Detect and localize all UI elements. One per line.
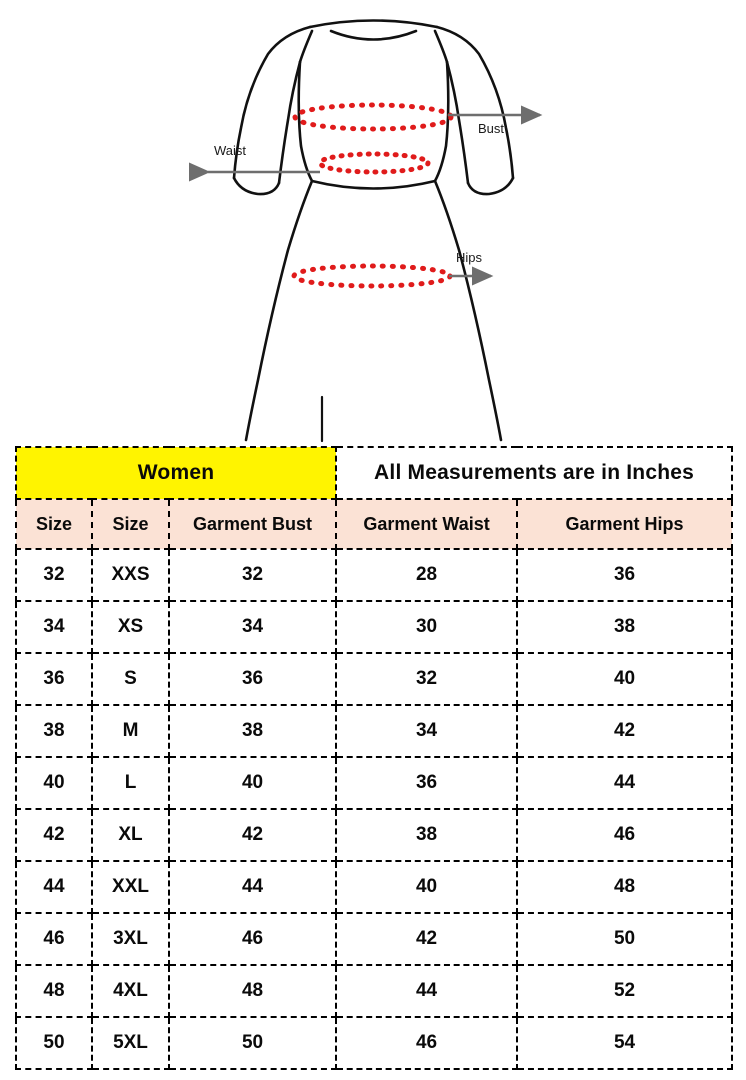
cell-garment-waist: 42 xyxy=(335,912,519,966)
cell-garment-bust: 40 xyxy=(167,756,338,810)
hips-measure-ellipse xyxy=(291,263,453,289)
cell-size-numeric: 38 xyxy=(15,704,93,758)
table-row: 48 4XL 48 44 52 xyxy=(15,964,734,1018)
column-header-size-numeric: Size xyxy=(15,498,93,550)
column-header-garment-waist: Garment Waist xyxy=(335,498,519,550)
size-chart-table-container: Women All Measurements are in Inches Siz… xyxy=(14,446,734,1070)
cell-garment-waist: 36 xyxy=(335,756,519,810)
group-label-cell: Women xyxy=(14,446,338,500)
cell-size-alpha: 3XL xyxy=(91,912,170,966)
cell-size-numeric: 50 xyxy=(15,1016,93,1070)
cell-garment-hips: 50 xyxy=(516,912,734,966)
cell-garment-waist: 34 xyxy=(335,704,519,758)
cell-garment-hips: 46 xyxy=(516,808,734,862)
table-row: 42 XL 42 38 46 xyxy=(15,808,734,862)
waist-label: Waist xyxy=(214,143,246,158)
cell-garment-hips: 38 xyxy=(516,600,734,654)
bust-measure-ellipse xyxy=(292,102,454,132)
cell-garment-bust: 38 xyxy=(167,704,338,758)
waist-measure-ellipse xyxy=(317,151,431,175)
cell-garment-bust: 44 xyxy=(167,860,338,914)
cell-garment-hips: 54 xyxy=(516,1016,734,1070)
column-header-garment-bust: Garment Bust xyxy=(167,498,338,550)
cell-garment-hips: 36 xyxy=(516,548,734,602)
cell-garment-waist: 40 xyxy=(335,860,519,914)
table-row: 38 M 38 34 42 xyxy=(15,704,734,758)
cell-size-numeric: 34 xyxy=(15,600,93,654)
column-header-garment-hips: Garment Hips xyxy=(516,498,734,550)
cell-size-numeric: 48 xyxy=(15,964,93,1018)
cell-garment-hips: 52 xyxy=(516,964,734,1018)
bust-label: Bust xyxy=(478,121,504,136)
cell-size-alpha: L xyxy=(91,756,170,810)
table-row: 34 XS 34 30 38 xyxy=(15,600,734,654)
table-row: 44 XXL 44 40 48 xyxy=(15,860,734,914)
units-label-cell: All Measurements are in Inches xyxy=(335,446,734,500)
table-row: 32 XXS 32 28 36 xyxy=(15,548,734,602)
cell-size-numeric: 46 xyxy=(15,912,93,966)
cell-size-alpha: M xyxy=(91,704,170,758)
cell-garment-bust: 48 xyxy=(167,964,338,1018)
table-row: 40 L 40 36 44 xyxy=(15,756,734,810)
cell-size-numeric: 32 xyxy=(15,548,93,602)
cell-garment-waist: 32 xyxy=(335,652,519,706)
cell-size-alpha: XS xyxy=(91,600,170,654)
cell-garment-bust: 32 xyxy=(167,548,338,602)
cell-size-numeric: 36 xyxy=(15,652,93,706)
table-title-row: Women All Measurements are in Inches xyxy=(14,446,734,500)
cell-garment-waist: 28 xyxy=(335,548,519,602)
cell-size-numeric: 40 xyxy=(15,756,93,810)
cell-size-alpha: 5XL xyxy=(91,1016,170,1070)
hips-label: Hips xyxy=(456,250,483,265)
cell-garment-hips: 44 xyxy=(516,756,734,810)
table-row: 36 S 36 32 40 xyxy=(15,652,734,706)
cell-garment-hips: 42 xyxy=(516,704,734,758)
cell-garment-hips: 48 xyxy=(516,860,734,914)
cell-size-alpha: S xyxy=(91,652,170,706)
cell-size-numeric: 42 xyxy=(15,808,93,862)
cell-garment-bust: 36 xyxy=(167,652,338,706)
cell-garment-bust: 46 xyxy=(167,912,338,966)
cell-size-alpha: XXS xyxy=(91,548,170,602)
cell-garment-waist: 46 xyxy=(335,1016,519,1070)
cell-garment-waist: 38 xyxy=(335,808,519,862)
size-chart-table: Women All Measurements are in Inches Siz… xyxy=(14,446,734,1070)
garment-illustration: Bust Waist Hips xyxy=(0,0,746,448)
table-header-row: Size Size Garment Bust Garment Waist Gar… xyxy=(15,498,734,550)
cell-garment-bust: 42 xyxy=(167,808,338,862)
cell-garment-bust: 34 xyxy=(167,600,338,654)
cell-size-alpha: XXL xyxy=(91,860,170,914)
cell-size-numeric: 44 xyxy=(15,860,93,914)
table-row: 46 3XL 46 42 50 xyxy=(15,912,734,966)
cell-garment-bust: 50 xyxy=(167,1016,338,1070)
cell-garment-waist: 44 xyxy=(335,964,519,1018)
cell-size-alpha: XL xyxy=(91,808,170,862)
dress-outline xyxy=(232,19,515,443)
cell-garment-hips: 40 xyxy=(516,652,734,706)
table-row: 50 5XL 50 46 54 xyxy=(15,1016,734,1070)
cell-garment-waist: 30 xyxy=(335,600,519,654)
cell-size-alpha: 4XL xyxy=(91,964,170,1018)
column-header-size-alpha: Size xyxy=(91,498,170,550)
